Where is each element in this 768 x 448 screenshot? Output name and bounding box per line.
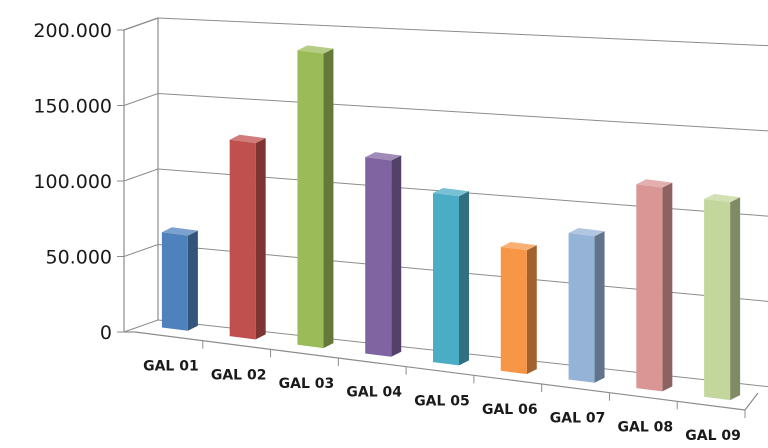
bar-front-face bbox=[704, 198, 731, 401]
bar-8 bbox=[636, 179, 673, 392]
bar-7 bbox=[568, 227, 605, 383]
bar-front-face bbox=[229, 139, 256, 340]
bar-4 bbox=[365, 152, 402, 357]
bar-side-face bbox=[594, 231, 605, 383]
bar-front-face bbox=[500, 246, 527, 375]
gridline-side bbox=[123, 168, 159, 182]
y-tick-label: 0 bbox=[100, 322, 112, 344]
bar-side-face bbox=[323, 48, 334, 349]
bar-top-face bbox=[568, 227, 605, 237]
y-tick-label: 200.000 bbox=[33, 20, 112, 42]
x-tick-label: GAL 03 bbox=[279, 376, 335, 392]
x-tick-label: GAL 06 bbox=[482, 402, 538, 418]
bar-top-face bbox=[229, 134, 266, 144]
x-axis-line bbox=[134, 331, 746, 411]
x-axis: GAL 01 GAL 02 GAL 03 GAL 04 GAL 05 GAL 06 GAL … bbox=[134, 331, 746, 444]
bar-front-face bbox=[433, 192, 459, 366]
bar-top-face bbox=[433, 187, 469, 197]
gridline-side bbox=[123, 244, 159, 257]
bar-top-face bbox=[636, 179, 673, 188]
bar-side-face bbox=[187, 230, 198, 331]
bars bbox=[161, 45, 741, 401]
bar-top-face bbox=[365, 152, 402, 161]
y-tick-label: 150.000 bbox=[33, 96, 112, 118]
gridline-side bbox=[123, 17, 159, 31]
x-tick-label: GAL 07 bbox=[550, 411, 606, 427]
x-tick-label: GAL 09 bbox=[685, 428, 741, 444]
gridline-side bbox=[123, 93, 159, 106]
bar-9 bbox=[704, 193, 741, 401]
bar-side-face bbox=[255, 138, 266, 340]
x-tick-label: GAL 08 bbox=[618, 419, 674, 435]
bar-front-face bbox=[568, 232, 595, 383]
y-tick-label: 50.000 bbox=[46, 247, 112, 269]
bar-5 bbox=[433, 187, 469, 366]
bar-side-face bbox=[730, 197, 741, 401]
gridline-side bbox=[123, 319, 159, 333]
bar-side-face bbox=[391, 155, 402, 357]
bar-1 bbox=[161, 227, 198, 331]
floor-right-edge bbox=[744, 392, 759, 411]
bar-front-face bbox=[161, 232, 188, 331]
y-tick-label: 100.000 bbox=[33, 171, 112, 193]
bar-side-face bbox=[662, 182, 673, 392]
gridline bbox=[157, 17, 768, 47]
bar-top-face bbox=[297, 45, 334, 54]
bar-front-face bbox=[636, 184, 663, 392]
bar-2 bbox=[229, 134, 266, 340]
bar-side-face bbox=[459, 191, 469, 366]
bar-3 bbox=[297, 45, 334, 349]
y-axis: 0 50.000 100.000 150.000 200.000 bbox=[33, 20, 124, 344]
bar-front-face bbox=[297, 50, 324, 349]
side-wall bbox=[120, 18, 158, 332]
x-tick-label: GAL 01 bbox=[143, 359, 199, 375]
x-tick-label: GAL 04 bbox=[346, 385, 402, 401]
gridline bbox=[157, 93, 768, 132]
bar-top-face bbox=[161, 227, 198, 236]
bar-top-face bbox=[500, 241, 537, 251]
bar-6 bbox=[500, 241, 537, 375]
bar-side-face bbox=[526, 245, 537, 375]
bar-top-face bbox=[704, 193, 741, 203]
bar-front-face bbox=[365, 157, 392, 357]
x-tick-label: GAL 02 bbox=[211, 367, 267, 383]
x-tick-label: GAL 05 bbox=[414, 393, 470, 409]
